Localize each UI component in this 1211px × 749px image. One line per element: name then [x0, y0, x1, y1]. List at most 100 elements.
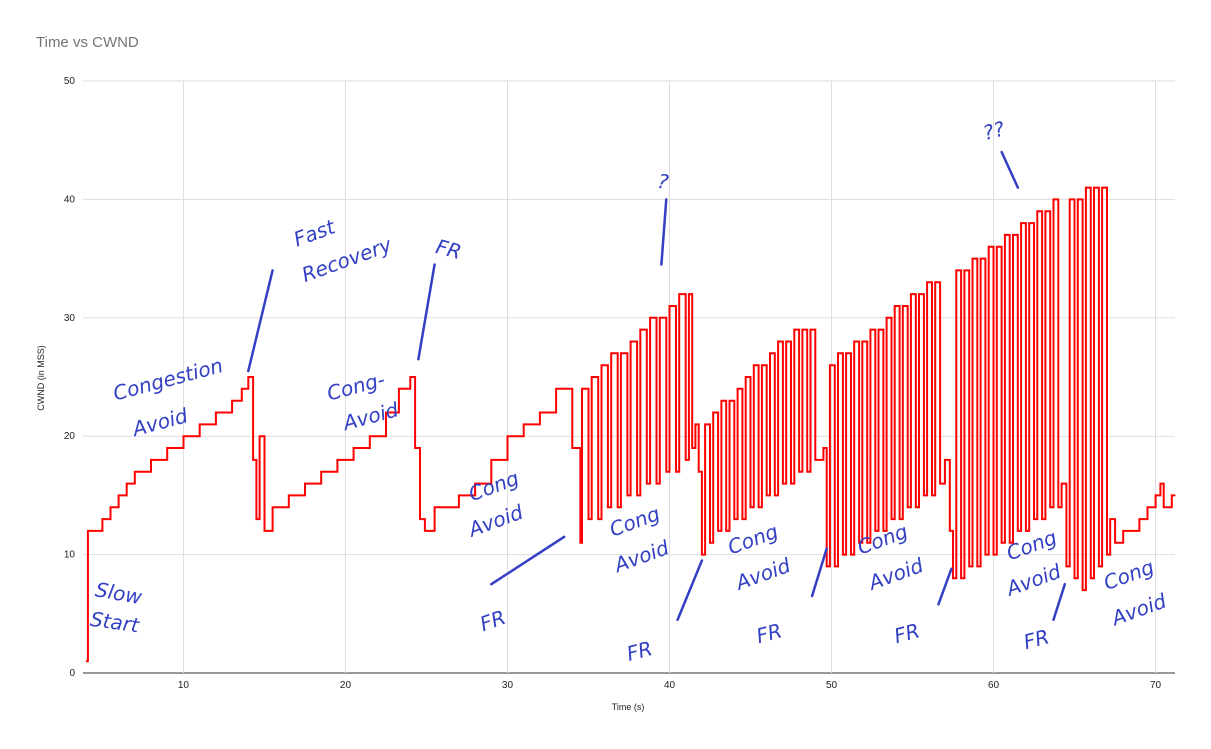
data-point: [749, 506, 752, 508]
data-point: [834, 565, 836, 568]
handwritten-annotation: Slow: [93, 577, 144, 609]
data-point: [636, 494, 638, 496]
data-point: [182, 435, 185, 437]
data-point: [809, 329, 812, 331]
data-point: [853, 340, 855, 343]
data-point: [704, 423, 706, 425]
data-point: [952, 577, 954, 579]
x-axis-title: Time (s): [612, 702, 645, 712]
data-point: [960, 577, 962, 579]
data-point: [109, 506, 112, 508]
data-point: [894, 305, 896, 307]
data-point: [753, 364, 755, 366]
data-point: [626, 494, 628, 496]
data-point: [385, 411, 387, 414]
data-point: [678, 293, 680, 295]
data-point: [907, 506, 909, 508]
x-tick-label: 40: [664, 680, 676, 691]
data-point: [1073, 577, 1076, 579]
data-point: [474, 482, 476, 485]
data-point: [1077, 198, 1079, 200]
handwritten-annotation: Start: [89, 607, 142, 638]
data-point: [85, 660, 87, 662]
data-point: [691, 447, 693, 449]
data-point: [1114, 542, 1116, 544]
data-point: [861, 340, 863, 343]
data-point: [777, 340, 779, 343]
data-point: [769, 352, 771, 354]
data-point: [1069, 198, 1071, 200]
data-point: [926, 281, 928, 283]
handwritten-annotation: ??: [981, 116, 1008, 145]
data-point: [1017, 530, 1019, 532]
data-point: [1159, 482, 1162, 485]
data-point: [745, 376, 747, 378]
data-point: [620, 352, 622, 354]
handwritten-annotation: Cong: [725, 519, 782, 559]
data-point: [255, 518, 257, 520]
data-point: [793, 329, 795, 331]
annotations: SlowStartCongestionAvoidFastRecoveryCong…: [89, 116, 1170, 666]
data-point: [968, 565, 970, 568]
data-point: [646, 482, 648, 485]
handwritten-annotation: ?: [656, 169, 671, 195]
handwritten-annotation: FR: [433, 234, 464, 264]
data-point: [1106, 554, 1108, 556]
data-point: [271, 506, 274, 508]
annotation-arrow: [660, 198, 668, 266]
data-point: [736, 388, 739, 390]
handwritten-annotation: Congestion: [110, 353, 225, 405]
data-point: [845, 352, 847, 354]
data-point: [93, 530, 95, 532]
x-tick-label: 10: [178, 680, 190, 691]
handwritten-annotation: Avoid: [1107, 589, 1170, 631]
handwritten-annotation: FR: [891, 618, 922, 648]
data-point: [668, 305, 671, 307]
data-point: [976, 565, 978, 568]
data-point: [675, 471, 677, 473]
data-point: [939, 482, 941, 485]
data-point: [915, 506, 917, 508]
data-point: [1049, 506, 1051, 508]
data-point: [352, 447, 355, 449]
data-point: [288, 494, 290, 496]
handwritten-annotation: Avoid: [339, 397, 402, 435]
data-point: [258, 435, 261, 437]
data-point: [782, 482, 784, 485]
data-point: [506, 435, 509, 437]
data-point: [639, 329, 641, 331]
data-point: [992, 554, 995, 556]
data-point: [866, 542, 868, 544]
data-point: [850, 554, 852, 556]
data-point: [822, 447, 825, 449]
data-point: [1122, 530, 1124, 532]
data-point: [263, 530, 266, 532]
data-point: [837, 352, 839, 354]
data-point: [701, 554, 703, 556]
data-point: [733, 518, 735, 520]
data-point: [336, 459, 338, 461]
data-point: [882, 530, 884, 532]
data-point: [814, 459, 816, 461]
data-point: [134, 471, 136, 473]
data-point: [1090, 577, 1092, 579]
x-tick-label: 70: [1150, 680, 1162, 691]
handwritten-annotation: Cong: [465, 466, 522, 506]
data-point: [304, 482, 306, 485]
data-point: [931, 494, 933, 496]
data-point: [712, 411, 714, 414]
data-point: [199, 423, 201, 425]
data-point: [1012, 234, 1014, 236]
data-point: [766, 494, 768, 496]
data-point: [1085, 186, 1087, 189]
data-point: [369, 435, 371, 437]
data-point: [963, 269, 965, 272]
data-point: [890, 518, 893, 520]
data-point: [801, 329, 803, 331]
data-point: [725, 530, 727, 532]
data-point: [1041, 518, 1043, 520]
data-point: [717, 530, 719, 532]
data-point: [118, 494, 120, 496]
data-point: [984, 554, 987, 556]
data-point: [581, 388, 583, 390]
